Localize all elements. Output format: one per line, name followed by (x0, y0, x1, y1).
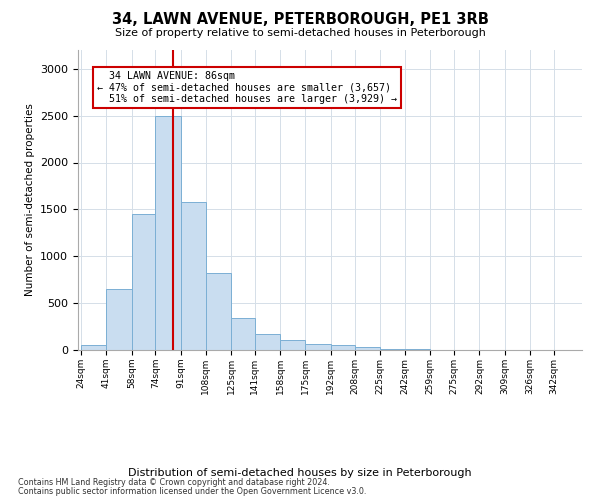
Bar (131, 214, 155, 350)
Bar (255, 334, 280, 350)
Text: 34 LAWN AVENUE: 86sqm  
← 47% of semi-detached houses are smaller (3,657)
  51% : 34 LAWN AVENUE: 86sqm ← 47% of semi-deta… (97, 70, 397, 104)
Bar (206, 273, 231, 350)
Bar (280, 340, 305, 350)
Bar (181, 202, 206, 350)
Text: Distribution of semi-detached houses by size in Peterborough: Distribution of semi-detached houses by … (128, 468, 472, 477)
Text: Contains public sector information licensed under the Open Government Licence v3: Contains public sector information licen… (18, 487, 367, 496)
Y-axis label: Number of semi-detached properties: Number of semi-detached properties (25, 104, 35, 296)
Bar (305, 344, 331, 350)
Bar (155, 116, 181, 350)
Bar (355, 347, 380, 350)
Text: Contains HM Land Registry data © Crown copyright and database right 2024.: Contains HM Land Registry data © Crown c… (18, 478, 330, 487)
Text: 34, LAWN AVENUE, PETERBOROUGH, PE1 3RB: 34, LAWN AVENUE, PETERBOROUGH, PE1 3RB (112, 12, 488, 28)
Bar (331, 345, 355, 350)
Bar (106, 289, 131, 350)
Bar (231, 318, 255, 350)
Text: Size of property relative to semi-detached houses in Peterborough: Size of property relative to semi-detach… (115, 28, 485, 38)
Bar (380, 348, 405, 350)
Bar (81, 346, 106, 350)
